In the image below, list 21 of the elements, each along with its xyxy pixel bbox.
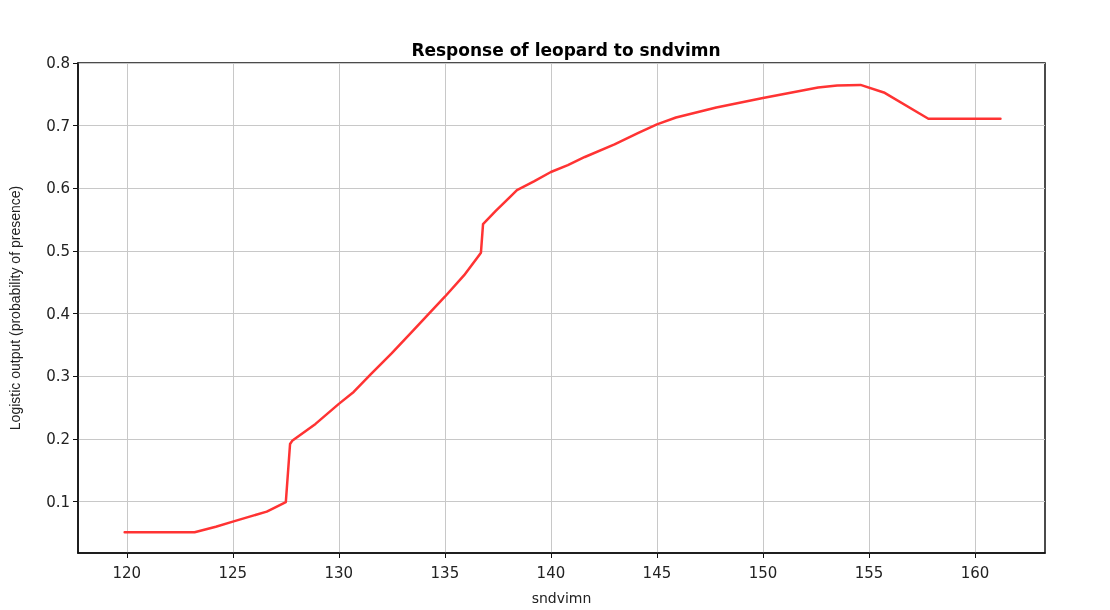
x-tick-label: 140 (536, 563, 566, 582)
x-tick-label: 145 (642, 563, 672, 582)
y-tick-label: 0.1 (46, 492, 70, 511)
x-axis-title: sndvimn (531, 590, 592, 606)
x-tick-label: 120 (112, 563, 142, 582)
x-tick-label: 155 (854, 563, 884, 582)
x-tick-label: 125 (218, 563, 248, 582)
y-tick-label: 0.4 (46, 304, 70, 323)
y-tick-label: 0.7 (46, 116, 70, 135)
line-series (123, 83, 1002, 534)
y-axis-title: Logistic output (probability of presence) (7, 185, 23, 431)
y-tick-label: 0.2 (46, 429, 70, 448)
y-tick-label: 0.8 (46, 54, 70, 72)
x-tick-label: 160 (960, 563, 990, 582)
y-tick-label: 0.5 (46, 241, 70, 260)
y-tick-label: 0.3 (46, 367, 70, 386)
x-tick-label: 150 (748, 563, 778, 582)
x-tick-label: 135 (430, 563, 460, 582)
x-tick-label: 130 (324, 563, 354, 582)
chart-title: Response of leopard to sndvimn (411, 39, 721, 60)
y-tick-label: 0.6 (46, 179, 70, 198)
